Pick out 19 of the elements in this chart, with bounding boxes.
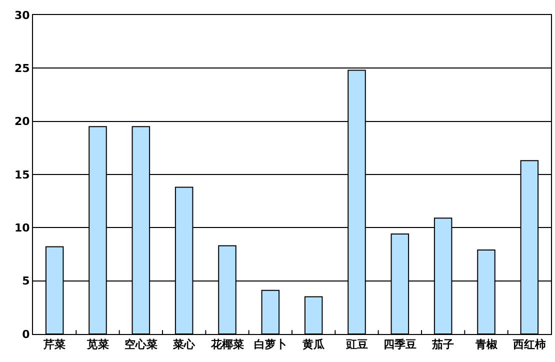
x-tick-label: 芹菜 bbox=[42, 338, 66, 352]
x-tick-label: 豇豆 bbox=[346, 338, 368, 352]
x-tick-label: 苋菜 bbox=[86, 338, 109, 352]
y-tick-label: 10 bbox=[14, 222, 30, 235]
x-tick-label: 白萝卜 bbox=[254, 338, 287, 352]
x-tick-label: 花椰菜 bbox=[210, 338, 244, 352]
x-tick-label: 空心菜 bbox=[124, 338, 158, 352]
y-tick-label: 20 bbox=[14, 115, 30, 128]
y-tick-label: 25 bbox=[14, 62, 30, 76]
y-tick-label: 15 bbox=[14, 168, 30, 182]
y-tick-label: 5 bbox=[22, 274, 30, 288]
x-tick-label: 青椒 bbox=[474, 338, 498, 352]
x-tick-label: 四季豆 bbox=[383, 338, 416, 352]
x-tick-label: 茄子 bbox=[431, 338, 454, 352]
y-tick-label: 30 bbox=[14, 8, 30, 22]
x-tick-label: 黄瓜 bbox=[302, 338, 326, 352]
x-tick-label: 菜心 bbox=[172, 338, 196, 352]
x-tick-label: 西红柿 bbox=[512, 338, 546, 352]
y-tick-label: 0 bbox=[22, 328, 30, 341]
